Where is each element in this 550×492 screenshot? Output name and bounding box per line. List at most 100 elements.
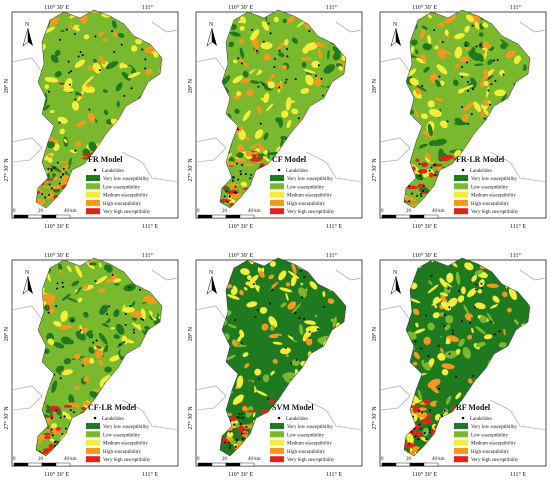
susceptibility-patch: [236, 91, 242, 96]
susceptibility-patch: [120, 349, 126, 357]
boundary-line: [11, 57, 43, 73]
susceptibility-patch: [227, 323, 237, 329]
susceptibility-patch: [415, 158, 420, 163]
landslide-point: [490, 83, 493, 86]
legend-swatch: [270, 431, 284, 438]
susceptibility-patch: [301, 62, 307, 68]
susceptibility-patch: [281, 64, 288, 71]
model-title: FR-LR Model: [456, 155, 505, 164]
susceptibility-patch: [474, 21, 480, 30]
susceptibility-patch: [82, 327, 89, 332]
legend-swatch: [270, 208, 284, 215]
susceptibility-patch: [131, 310, 143, 318]
susceptibility-patch: [75, 330, 86, 341]
susceptibility-patch: [259, 81, 267, 86]
susceptibility-patch: [471, 274, 478, 282]
landslide-point: [441, 41, 444, 44]
scale-tick: 0: [381, 209, 384, 214]
susceptibility-patch: [305, 74, 314, 86]
model-title: CF Model: [272, 155, 307, 164]
landslide-point: [308, 336, 311, 339]
susceptibility-patch: [293, 334, 303, 341]
susceptibility-patch: [78, 25, 91, 32]
susceptibility-patch: [130, 45, 138, 52]
susceptibility-patch: [445, 315, 454, 324]
susceptibility-patch: [131, 322, 142, 330]
susceptibility-patch: [263, 53, 271, 61]
susceptibility-patch: [483, 108, 490, 117]
scale-segment: [27, 214, 43, 219]
landslide-point: [278, 49, 281, 52]
north-arrow-icon: N: [206, 22, 217, 47]
landslide-point: [418, 423, 421, 426]
susceptibility-patch: [404, 443, 416, 448]
susceptibility-patch: [256, 105, 263, 115]
susceptibility-patch: [122, 304, 126, 313]
landslide-point: [467, 80, 470, 83]
landslide-point: [286, 48, 289, 51]
susceptibility-patch: [258, 142, 265, 154]
coord-label-top-right: 111°: [142, 252, 154, 259]
susceptibility-patch: [51, 423, 58, 429]
north-label: N: [393, 22, 398, 28]
susceptibility-patch: [468, 110, 473, 114]
legend-swatch: [454, 456, 468, 463]
susceptibility-patch: [414, 109, 419, 118]
susceptibility-patch: [266, 72, 276, 84]
susceptibility-patch: [423, 353, 432, 364]
susceptibility-patch: [77, 297, 83, 303]
landslide-point: [414, 340, 417, 343]
susceptibility-patch: [418, 61, 422, 68]
susceptibility-patch: [432, 312, 440, 319]
susceptibility-patch: [242, 110, 251, 122]
landslide-point: [249, 177, 252, 180]
susceptibility-patch: [498, 342, 507, 348]
landslide-point: [430, 166, 433, 169]
susceptibility-patch: [412, 90, 422, 99]
susceptibility-patch: [300, 56, 312, 61]
scale-segment: [41, 462, 57, 467]
susceptibility-patch: [254, 368, 262, 376]
legend-label: Very high susceptibility: [471, 458, 519, 463]
susceptibility-patch: [487, 59, 494, 65]
susceptibility-patch: [95, 275, 108, 285]
landslide-point: [487, 89, 490, 92]
scale-tick: 20: [406, 457, 412, 462]
susceptibility-patch: [250, 310, 259, 321]
coord-label-left-upper: 28° N: [187, 78, 194, 93]
susceptibility-patch: [439, 277, 448, 289]
susceptibility-patch: [428, 280, 433, 286]
susceptibility-patch: [483, 68, 489, 79]
susceptibility-patch: [467, 287, 477, 298]
susceptibility-patch: [267, 81, 275, 89]
landslide-point: [455, 375, 458, 378]
legend-label: Low susceptibility: [287, 433, 325, 438]
legend-label: Very low susceptibility: [287, 425, 334, 430]
susceptibility-patch: [233, 338, 242, 346]
landslide-point: [273, 57, 276, 60]
landslide-point: [269, 302, 272, 305]
boundary-line: [489, 399, 547, 431]
susceptibility-patch: [87, 112, 96, 123]
legend-swatch: [454, 439, 468, 446]
susceptibility-patch: [269, 365, 276, 374]
scale-tick: 20: [38, 209, 44, 214]
map-panel: 110° 30′ E 111° 28° N 27° 30′ N 110° 30′ E 11…: [2, 2, 182, 238]
landslide-point: [110, 30, 113, 33]
susceptibility-patch: [455, 271, 461, 285]
landslide-point: [226, 200, 229, 203]
susceptibility-patch: [58, 269, 63, 274]
boundary-line: [195, 137, 227, 163]
landslide-point: [144, 67, 147, 70]
legend-label: Very high susceptibility: [471, 210, 519, 215]
susceptibility-patch: [75, 159, 84, 167]
legend-label: Medium susceptibility: [471, 194, 516, 199]
landslide-point: [437, 344, 440, 347]
landslide-point: [493, 333, 496, 336]
legend-swatch: [454, 423, 468, 429]
landslide-point: [120, 43, 123, 46]
susceptibility-patch: [420, 113, 429, 120]
north-arrow-icon: N: [390, 270, 401, 295]
susceptibility-patch: [470, 316, 477, 325]
coord-label-bottom-right: 111° E: [142, 471, 158, 478]
